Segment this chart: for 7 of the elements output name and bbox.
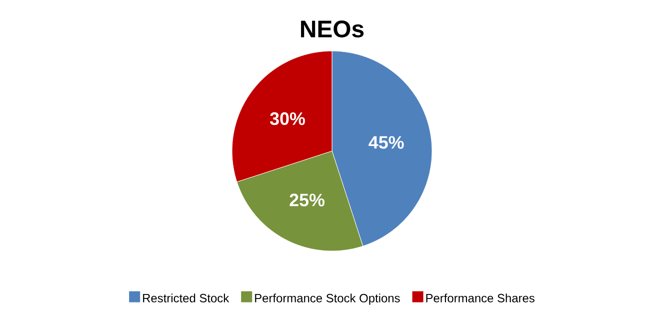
legend-label: Restricted Stock bbox=[143, 294, 230, 302]
data-label: 45% bbox=[368, 136, 404, 149]
data-label: 30% bbox=[270, 112, 305, 126]
legend-label: Performance Shares bbox=[426, 294, 534, 302]
data-label: 25% bbox=[290, 194, 325, 206]
legend-label: Performance Stock Options bbox=[255, 294, 400, 305]
chart-title: NEOs bbox=[301, 20, 364, 38]
